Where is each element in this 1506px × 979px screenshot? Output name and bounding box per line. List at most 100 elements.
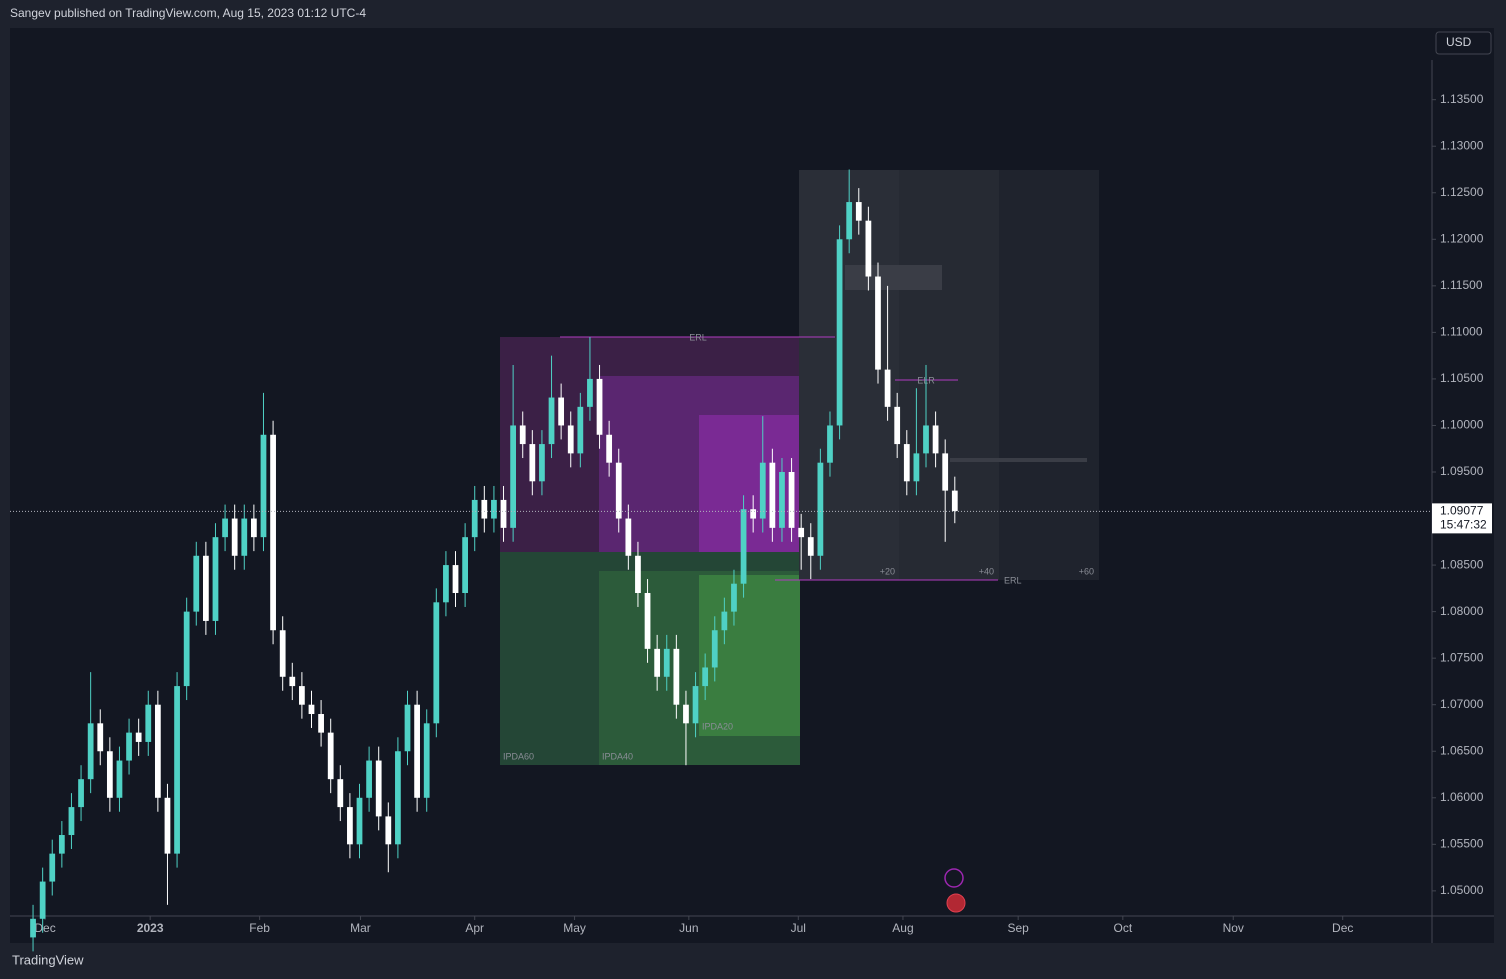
annotation: +40 (979, 566, 994, 576)
candle-body (942, 453, 949, 491)
candle-body (673, 648, 680, 705)
candle-body (644, 593, 651, 649)
y-tick-label: 1.06000 (1440, 790, 1484, 804)
candle-body (452, 565, 459, 594)
y-tick-label: 1.10500 (1440, 371, 1484, 385)
y-tick-label: 1.11500 (1440, 278, 1483, 292)
zone (845, 265, 942, 290)
zone (899, 170, 999, 580)
candle-body (462, 537, 468, 594)
candle-body (260, 434, 267, 538)
candle-body (366, 760, 372, 798)
candle-body (308, 704, 315, 715)
candle-body (865, 220, 872, 277)
x-tick-label: May (563, 921, 586, 935)
candle-body (788, 472, 795, 528)
candle-body (759, 462, 766, 519)
annotation: ERL (1004, 575, 1022, 585)
y-tick-label: 1.11000 (1440, 325, 1483, 339)
candle-body (347, 807, 353, 845)
candle-body (779, 472, 785, 528)
zone (999, 170, 1099, 580)
candle-body (558, 397, 565, 426)
x-tick-label: Jul (791, 921, 806, 935)
candle-body (279, 630, 286, 677)
candle-body (423, 723, 430, 798)
candle-body (164, 797, 171, 854)
candle-body (750, 509, 757, 519)
candle-body (769, 462, 776, 528)
candle-body (923, 425, 929, 454)
candle-body (270, 434, 276, 631)
candle-body (654, 648, 661, 677)
candle-body (58, 835, 65, 854)
candle-body (635, 555, 641, 594)
last-price-label: 1.09077 (1440, 504, 1484, 518)
event-icon[interactable] (946, 893, 966, 913)
candle-body (663, 648, 670, 677)
x-tick-label: Mar (350, 921, 371, 935)
candle-body (817, 462, 824, 556)
publisher: Sangev published on TradingView.com, Aug… (10, 6, 366, 20)
candle-body (625, 518, 632, 556)
currency: USD (1446, 35, 1472, 49)
brand: TradingView (12, 952, 84, 967)
candle-body (539, 444, 545, 482)
candle-body (846, 202, 853, 240)
candle-body (615, 462, 622, 519)
annotation: ERL (689, 332, 707, 342)
candle-body (951, 490, 958, 512)
candle-body (827, 425, 833, 463)
event-icon[interactable] (944, 868, 964, 888)
candle-body (222, 518, 228, 538)
annotation: IPDA40 (602, 751, 633, 761)
plot: 1.05000 1.05500 1.06000 1.06500 1.07000 1.075… (10, 92, 1484, 952)
candle-body (913, 453, 920, 482)
candle-body (39, 881, 46, 919)
candle-body (299, 686, 305, 705)
candle-body (932, 425, 939, 454)
candle-body (903, 444, 910, 482)
candle-body (519, 425, 526, 445)
candle-body (491, 499, 497, 519)
candle-body (68, 807, 75, 836)
x-tick-label: 2023 (137, 921, 164, 935)
candle-body (596, 378, 603, 435)
y-tick-label: 1.12500 (1440, 185, 1484, 199)
y-tick-label: 1.06500 (1440, 743, 1484, 757)
y-tick-label: 1.08000 (1440, 604, 1484, 618)
y-tick-label: 1.13000 (1440, 138, 1484, 152)
candle-body (231, 518, 238, 556)
candle-body (241, 518, 248, 556)
candle-body (606, 434, 613, 463)
y-tick-label: 1.09500 (1440, 464, 1484, 478)
candle-body (145, 704, 152, 742)
candle-body (404, 704, 411, 752)
y-tick-label: 1.05000 (1440, 883, 1484, 897)
x-tick-label: Feb (249, 921, 270, 935)
x-tick-label: Aug (892, 921, 913, 935)
candle-body (702, 667, 709, 687)
candle-body (443, 565, 449, 603)
candle-body (337, 779, 344, 808)
candle-body (135, 732, 142, 742)
candle-body (894, 406, 901, 445)
candle-body (731, 583, 737, 612)
candle-body (587, 378, 593, 407)
currency-button[interactable] (1435, 31, 1492, 55)
candle-body (116, 760, 123, 798)
annotation: +60 (1079, 566, 1094, 576)
y-tick-label: 1.10000 (1440, 418, 1484, 432)
candle-body (548, 397, 555, 445)
y-tick-label: 1.05500 (1440, 836, 1484, 850)
candle-body (807, 537, 814, 556)
candle-body (567, 425, 574, 454)
candle-body (183, 611, 190, 687)
candle-body (356, 797, 363, 845)
candle-body (500, 499, 507, 528)
candle-body (97, 723, 104, 752)
candle-body (577, 406, 584, 454)
x-tick-label: Oct (1113, 921, 1132, 935)
candle-body (327, 732, 334, 780)
